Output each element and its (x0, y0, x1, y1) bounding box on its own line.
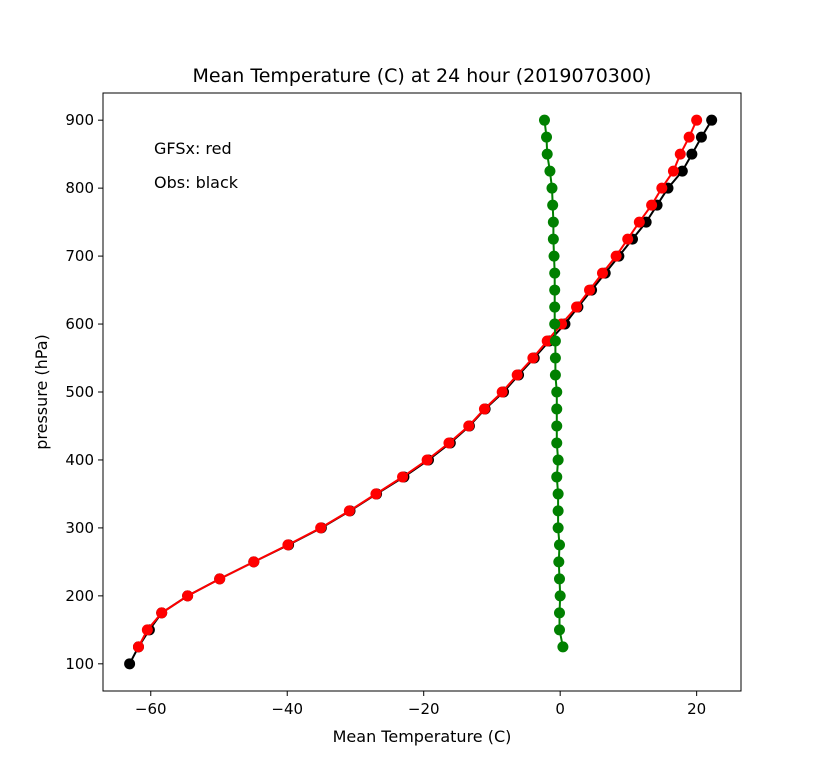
data-point (547, 233, 559, 245)
data-point (541, 335, 553, 347)
data-point (553, 624, 565, 636)
y-tick-label: 200 (65, 587, 94, 605)
data-point (691, 114, 703, 126)
data-point (633, 216, 645, 228)
data-point (132, 641, 144, 653)
data-point (622, 233, 634, 245)
data-point (554, 590, 566, 602)
data-point (656, 182, 668, 194)
y-tick-label: 900 (65, 111, 94, 129)
data-point (683, 131, 695, 143)
data-point (214, 573, 226, 585)
data-point (667, 165, 679, 177)
data-point (478, 403, 490, 415)
data-point (315, 522, 327, 534)
y-tick-label: 600 (65, 315, 94, 333)
data-point (553, 607, 565, 619)
data-point (610, 250, 622, 262)
data-point (551, 471, 563, 483)
x-tick-label: 20 (687, 700, 706, 718)
y-tick-label: 100 (65, 655, 94, 673)
y-axis-title: pressure (hPa) (32, 334, 51, 450)
legend-note-gfsx: GFSx: red (154, 139, 232, 158)
data-point (547, 199, 559, 211)
x-axis-title: Mean Temperature (C) (333, 727, 512, 746)
data-point (686, 148, 698, 160)
x-tick-label: 0 (555, 700, 565, 718)
data-point (156, 607, 168, 619)
data-point (551, 386, 563, 398)
y-tick-label: 400 (65, 451, 94, 469)
data-point (549, 301, 561, 313)
data-point (544, 165, 556, 177)
x-axis-ticks: −60 −40 −20 0 20 (135, 691, 706, 718)
data-point (343, 505, 355, 517)
y-tick-label: 700 (65, 247, 94, 265)
data-point (553, 573, 565, 585)
data-point (646, 199, 658, 211)
data-point (124, 658, 136, 670)
data-point (547, 216, 559, 228)
data-point (674, 148, 686, 160)
data-point (421, 454, 433, 466)
data-point (538, 114, 550, 126)
data-point (546, 182, 558, 194)
data-point (282, 539, 294, 551)
data-point (443, 437, 455, 449)
difference-series (538, 114, 569, 653)
data-point (551, 437, 563, 449)
data-point (695, 131, 707, 143)
data-point (551, 420, 563, 432)
x-tick-label: −20 (408, 700, 440, 718)
data-point (549, 267, 561, 279)
data-point (541, 148, 553, 160)
x-tick-label: −60 (135, 700, 167, 718)
data-point (549, 284, 561, 296)
data-point (552, 488, 564, 500)
data-point (548, 250, 560, 262)
data-point (552, 522, 564, 534)
data-point (463, 420, 475, 432)
data-point (182, 590, 194, 602)
data-point (571, 301, 583, 313)
data-point (676, 165, 688, 177)
data-point (541, 131, 553, 143)
data-point (496, 386, 508, 398)
y-tick-label: 300 (65, 519, 94, 537)
data-point (549, 369, 561, 381)
y-axis-ticks: 100 200 300 400 500 600 700 800 900 (65, 111, 103, 673)
data-point (596, 267, 608, 279)
data-point (527, 352, 539, 364)
y-tick-label: 500 (65, 383, 94, 401)
data-point (553, 539, 565, 551)
data-point (557, 641, 569, 653)
data-point (584, 284, 596, 296)
gfsx-series (132, 114, 703, 653)
data-point (706, 114, 718, 126)
chart-title: Mean Temperature (C) at 24 hour (2019070… (193, 65, 652, 87)
data-point (397, 471, 409, 483)
data-point (549, 352, 561, 364)
data-point (370, 488, 382, 500)
legend-note-obs: Obs: black (154, 173, 239, 192)
data-point (552, 454, 564, 466)
data-point (553, 556, 565, 568)
x-tick-label: −40 (271, 700, 303, 718)
data-point (141, 624, 153, 636)
data-point (549, 318, 561, 330)
data-point (248, 556, 260, 568)
data-point (552, 505, 564, 517)
series-layer (124, 114, 718, 670)
data-point (551, 403, 563, 415)
data-point (549, 335, 561, 347)
data-point (511, 369, 523, 381)
y-tick-label: 800 (65, 179, 94, 197)
